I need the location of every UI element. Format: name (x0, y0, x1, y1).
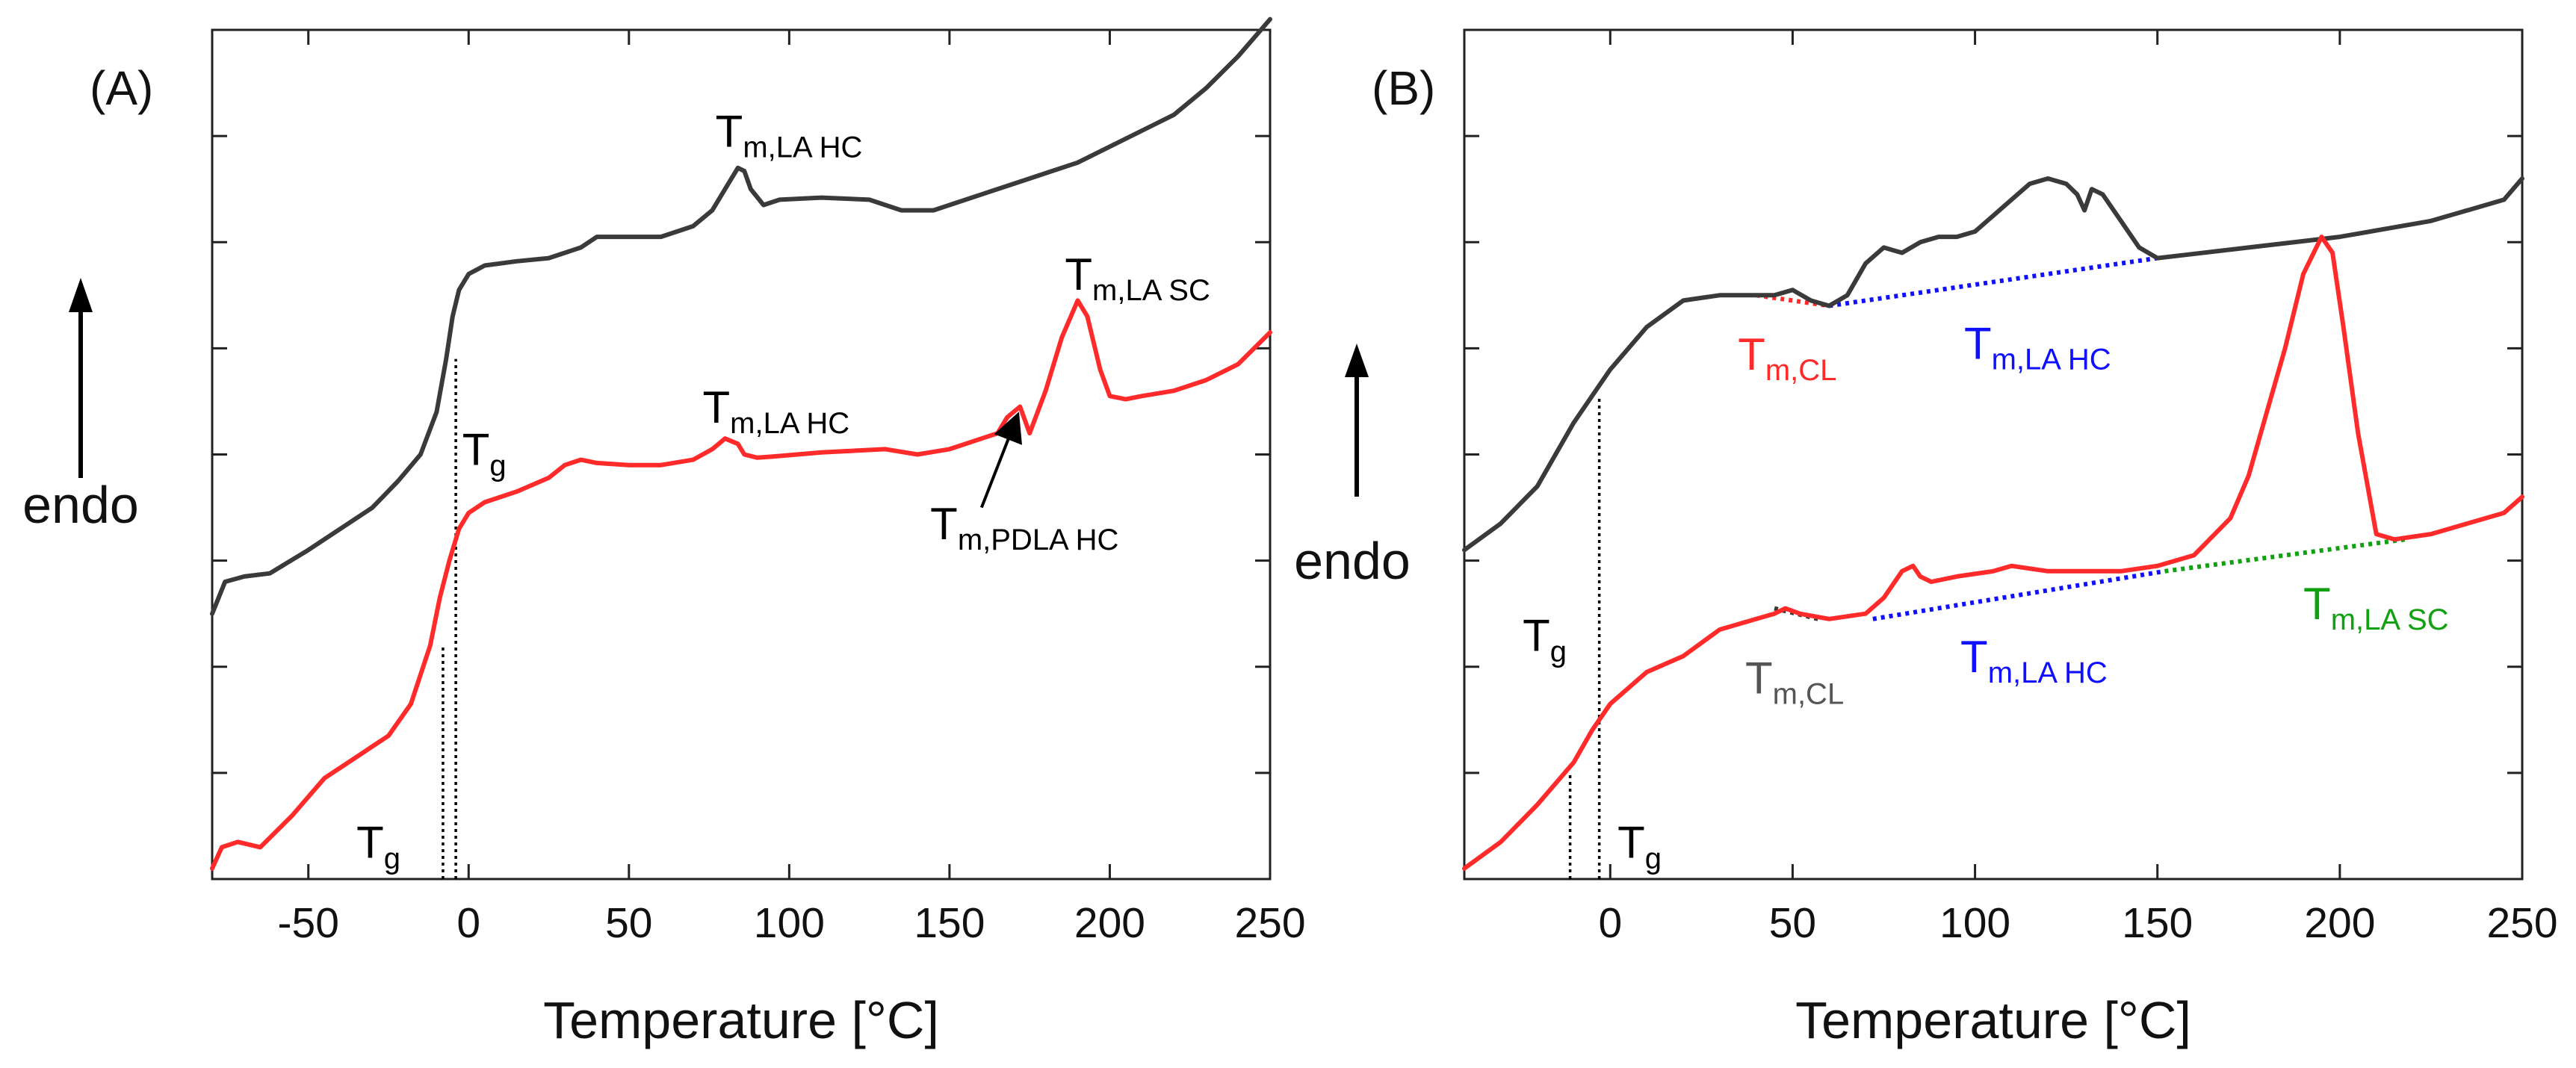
panel-a-guides (442, 358, 457, 879)
panel-a-series (210, 16, 1272, 871)
lower-dsc-curve (210, 298, 1272, 871)
x-tick-label: 150 (2122, 899, 2193, 947)
x-tick-label: 250 (1234, 899, 1305, 947)
transition-label-main: T (1964, 319, 1992, 369)
transition-label-sub: m,LA SC (1092, 274, 1210, 307)
transition-label-main: T (356, 818, 384, 868)
upper-dsc-curve (1462, 176, 2524, 553)
transition-label-sub: m,LA HC (1988, 656, 2108, 689)
panel-a-endo-arrow (69, 278, 93, 478)
transition-label: Tm,LA HC (1960, 632, 2108, 689)
transition-label-main: T (716, 106, 743, 156)
upper-dsc-curve (210, 16, 1272, 616)
transition-label: Tm,PDLA HC (930, 499, 1118, 556)
endo-arrow-head (69, 278, 93, 312)
panel-b-baselines (1756, 255, 2406, 621)
x-tick-label: 0 (456, 899, 480, 947)
panel-a-endo-label: endo (22, 476, 139, 534)
transition-label: Tm,CL (1738, 329, 1836, 387)
endo-arrow-head (1345, 344, 1369, 377)
transition-label-main: T (1065, 249, 1092, 299)
transition-label-main: T (1960, 632, 1988, 682)
transition-label: Tm,LA HC (703, 382, 850, 440)
transition-label-sub: m,PDLA HC (958, 524, 1119, 556)
transition-label-main: T (462, 425, 490, 475)
transition-label: Tm,LA HC (716, 106, 863, 164)
panel-a-plot-frame (211, 28, 1272, 881)
transition-label-main: T (930, 499, 958, 549)
x-tick-label: 50 (605, 899, 652, 947)
transition-label-sub: m,LA HC (1992, 344, 2111, 376)
transition-label-main: T (1523, 610, 1550, 660)
transition-label-sub: m,CL (1773, 677, 1845, 710)
transition-label: Tm,LA SC (2303, 579, 2449, 636)
panel-a-xlabel: Temperature [°C] (543, 991, 939, 1049)
panel-b-label: (B) (1372, 61, 1435, 115)
x-tick-label: 100 (754, 899, 825, 947)
transition-label-sub: g (384, 842, 400, 875)
x-tick-label: 50 (1769, 899, 1816, 947)
integration-baseline (2164, 537, 2406, 574)
transition-label: Tm,LA HC (1964, 319, 2111, 376)
integration-baseline (1872, 568, 2165, 621)
lower-dsc-curve (1462, 235, 2524, 871)
pdla-pointer-arrow (979, 412, 1023, 509)
x-tick-label: 150 (914, 899, 985, 947)
x-tick-label: 0 (1598, 899, 1622, 947)
transition-label-main: T (1745, 653, 1773, 703)
x-tick-label: 100 (1939, 899, 2010, 947)
panel-b-xlabel: Temperature [°C] (1795, 991, 2191, 1049)
transition-label-sub: g (489, 450, 506, 482)
x-tick-label: 200 (1074, 899, 1145, 947)
x-tick-label: -50 (278, 899, 339, 947)
panel-a-ticks: -50 0 50 100 150 200 250 (212, 30, 1306, 947)
panel-b-ticks: 0 50 100 150 200 250 (1464, 30, 2558, 947)
transition-label-main: T (1617, 818, 1645, 868)
x-tick-label: 200 (2304, 899, 2375, 947)
panel-a: (A) endo -50 0 50 100 150 200 250 Tm,LA HCTm,L… (22, 16, 1306, 1049)
transition-label-main: T (1738, 329, 1765, 379)
panel-b-series (1462, 176, 2524, 871)
panel-b-guides (1568, 396, 1601, 879)
transition-label-sub: m,LA HC (743, 131, 862, 164)
transition-label: Tg (462, 425, 507, 482)
transition-label-sub: g (1550, 635, 1567, 668)
transition-label-sub: m,LA SC (2331, 603, 2449, 636)
panel-b-endo-arrow (1345, 344, 1369, 497)
panel-b-endo-label: endo (1294, 532, 1411, 590)
transition-label-sub: m,LA HC (730, 407, 849, 440)
transition-label: Tg (1523, 610, 1567, 668)
transition-label-sub: m,CL (1765, 354, 1837, 387)
transition-label: Tg (356, 818, 400, 875)
x-tick-label: 250 (2486, 899, 2557, 947)
transition-label: Tm,LA SC (1065, 249, 1210, 307)
transition-label-sub: g (1645, 842, 1662, 875)
transition-label-main: T (703, 382, 731, 432)
integration-baseline (1828, 255, 2158, 308)
panel-a-label: (A) (90, 61, 153, 115)
transition-label: Tm,CL (1745, 653, 1844, 710)
transition-label-main: T (2303, 579, 2331, 629)
transition-label: Tg (1617, 818, 1662, 875)
